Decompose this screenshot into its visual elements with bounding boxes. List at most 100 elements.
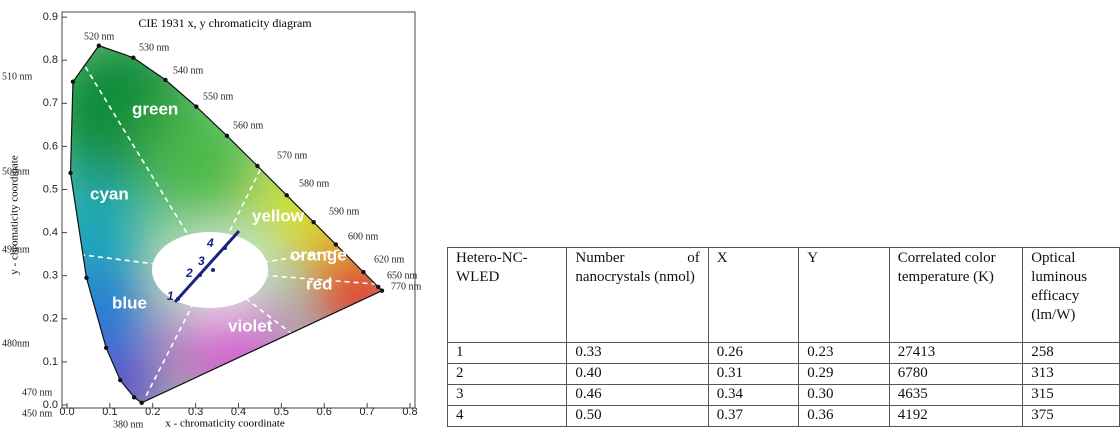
- y-tick-label: 0.4: [43, 227, 58, 239]
- locus-dot: [132, 395, 136, 399]
- x-tick-label: 0.3: [188, 406, 203, 418]
- table-cell: 1: [448, 343, 567, 364]
- x-tick-label: 0.8: [402, 406, 417, 418]
- locus-dot: [311, 220, 315, 224]
- table-cell: 313: [1023, 364, 1120, 385]
- x-tick-label: 0.6: [317, 406, 332, 418]
- x-tick-label: 0.2: [145, 406, 160, 418]
- point-label: 4: [206, 236, 214, 250]
- locus-dot: [285, 193, 289, 197]
- region-label: violet: [228, 316, 273, 335]
- header-cell: Correlated color temperature (K): [889, 248, 1022, 343]
- wavelength-label: 450 nm: [22, 408, 53, 419]
- wavelength-label: 530 nm: [139, 42, 170, 53]
- table-cell: 0.46: [567, 385, 708, 406]
- locus-dot: [84, 276, 88, 280]
- locus-dot: [361, 270, 365, 274]
- wavelength-label: 770 nm: [391, 281, 422, 292]
- wavelength-label: 470 nm: [22, 387, 53, 398]
- wavelength-label: 550 nm: [203, 91, 234, 102]
- header-cell: Optical luminous efficacy (lm/W): [1023, 248, 1120, 343]
- wavelength-label: 510 nm: [2, 71, 33, 82]
- table-cell: 0.37: [708, 406, 798, 427]
- table-cell: 315: [1023, 385, 1120, 406]
- table-cell: 4: [448, 406, 567, 427]
- wavelength-label: 590 nm: [329, 206, 360, 217]
- y-tick-label: 0.3: [43, 270, 58, 282]
- locus-dot: [225, 134, 229, 138]
- header-cell: X: [708, 248, 798, 343]
- y-tick-label: 0.2: [43, 313, 58, 325]
- table-cell: 6780: [889, 364, 1022, 385]
- table-cell: 0.26: [708, 343, 798, 364]
- locus-dot: [118, 378, 122, 382]
- header-row: Hetero-NC-WLED Number of nanocrystals (n…: [448, 248, 1120, 343]
- table-cell: 375: [1023, 406, 1120, 427]
- table-cell: 0.34: [708, 385, 798, 406]
- locus-dot: [68, 171, 72, 175]
- x-tick-label: 0.0: [59, 406, 74, 418]
- y-tick-label: 0.1: [43, 356, 58, 368]
- x-tick-label: 0.5: [274, 406, 289, 418]
- locus-dot: [71, 79, 75, 83]
- table-cell: 0.40: [567, 364, 708, 385]
- table-cell: 0.33: [567, 343, 708, 364]
- locus-dot: [255, 164, 259, 168]
- table-row: 10.330.260.2327413258: [448, 343, 1120, 364]
- locus-dot: [97, 43, 101, 47]
- color-gamut: [0, 0, 440, 434]
- wavelength-label: 650 nm: [387, 270, 418, 281]
- region-label: yellow: [252, 206, 305, 225]
- table-cell: 0.30: [799, 385, 889, 406]
- wavelength-label: 380 nm: [113, 419, 144, 430]
- wavelength-label: 520 nm: [84, 31, 115, 42]
- table-cell: 0.50: [567, 406, 708, 427]
- y-tick-label: 0.8: [43, 54, 58, 66]
- page: CIE 1931 x, y chromaticity diagram x - c…: [0, 0, 1120, 434]
- locus-dot: [139, 401, 143, 405]
- region-label: green: [132, 99, 178, 118]
- wavelength-label: 600 nm: [348, 231, 379, 242]
- header-cell: Number of nanocrystals (nmol): [567, 248, 708, 343]
- point-label: 3: [198, 254, 205, 268]
- table-cell: 4192: [889, 406, 1022, 427]
- y-tick-label: 0.5: [43, 183, 58, 195]
- locus-dot: [163, 78, 167, 82]
- y-tick-label: 0.6: [43, 140, 58, 152]
- region-label: blue: [112, 293, 147, 312]
- cie-diagram: CIE 1931 x, y chromaticity diagram x - c…: [0, 0, 440, 434]
- locus-dot: [131, 55, 135, 59]
- diagram-title: CIE 1931 x, y chromaticity diagram: [138, 16, 312, 30]
- wavelength-label: 570 nm: [277, 150, 308, 161]
- region-label: red: [306, 274, 332, 293]
- wavelength-label: 480nm: [2, 338, 30, 349]
- wavelength-label: 580 nm: [299, 178, 330, 189]
- region-label: cyan: [90, 184, 129, 203]
- results-table: Hetero-NC-WLED Number of nanocrystals (n…: [447, 247, 1120, 427]
- x-tick-label: 0.4: [231, 406, 246, 418]
- y-tick-label: 0.7: [43, 97, 58, 109]
- x-tick-label: 0.7: [359, 406, 374, 418]
- table-cell: 2: [448, 364, 567, 385]
- table-cell: 0.31: [708, 364, 798, 385]
- wavelength-label: 560 nm: [233, 120, 264, 131]
- locus-dot: [104, 346, 108, 350]
- point-label: 1: [167, 289, 174, 303]
- wavelength-label: 620 nm: [374, 254, 405, 265]
- table-cell: 0.29: [799, 364, 889, 385]
- table-cell: 0.36: [799, 406, 889, 427]
- point-label: 2: [185, 266, 193, 280]
- locus-dot: [376, 285, 380, 289]
- table-cell: 27413: [889, 343, 1022, 364]
- wavelength-label: 500nm: [2, 166, 30, 177]
- table-cell: 258: [1023, 343, 1120, 364]
- wavelength-label: 540 nm: [173, 65, 204, 76]
- y-tick-label: 0.9: [43, 11, 58, 23]
- table-cell: 4635: [889, 385, 1022, 406]
- locus-dot: [380, 288, 384, 292]
- header-cell: Y: [799, 248, 889, 343]
- x-axis-label: x - chromaticity coordinate: [165, 418, 285, 430]
